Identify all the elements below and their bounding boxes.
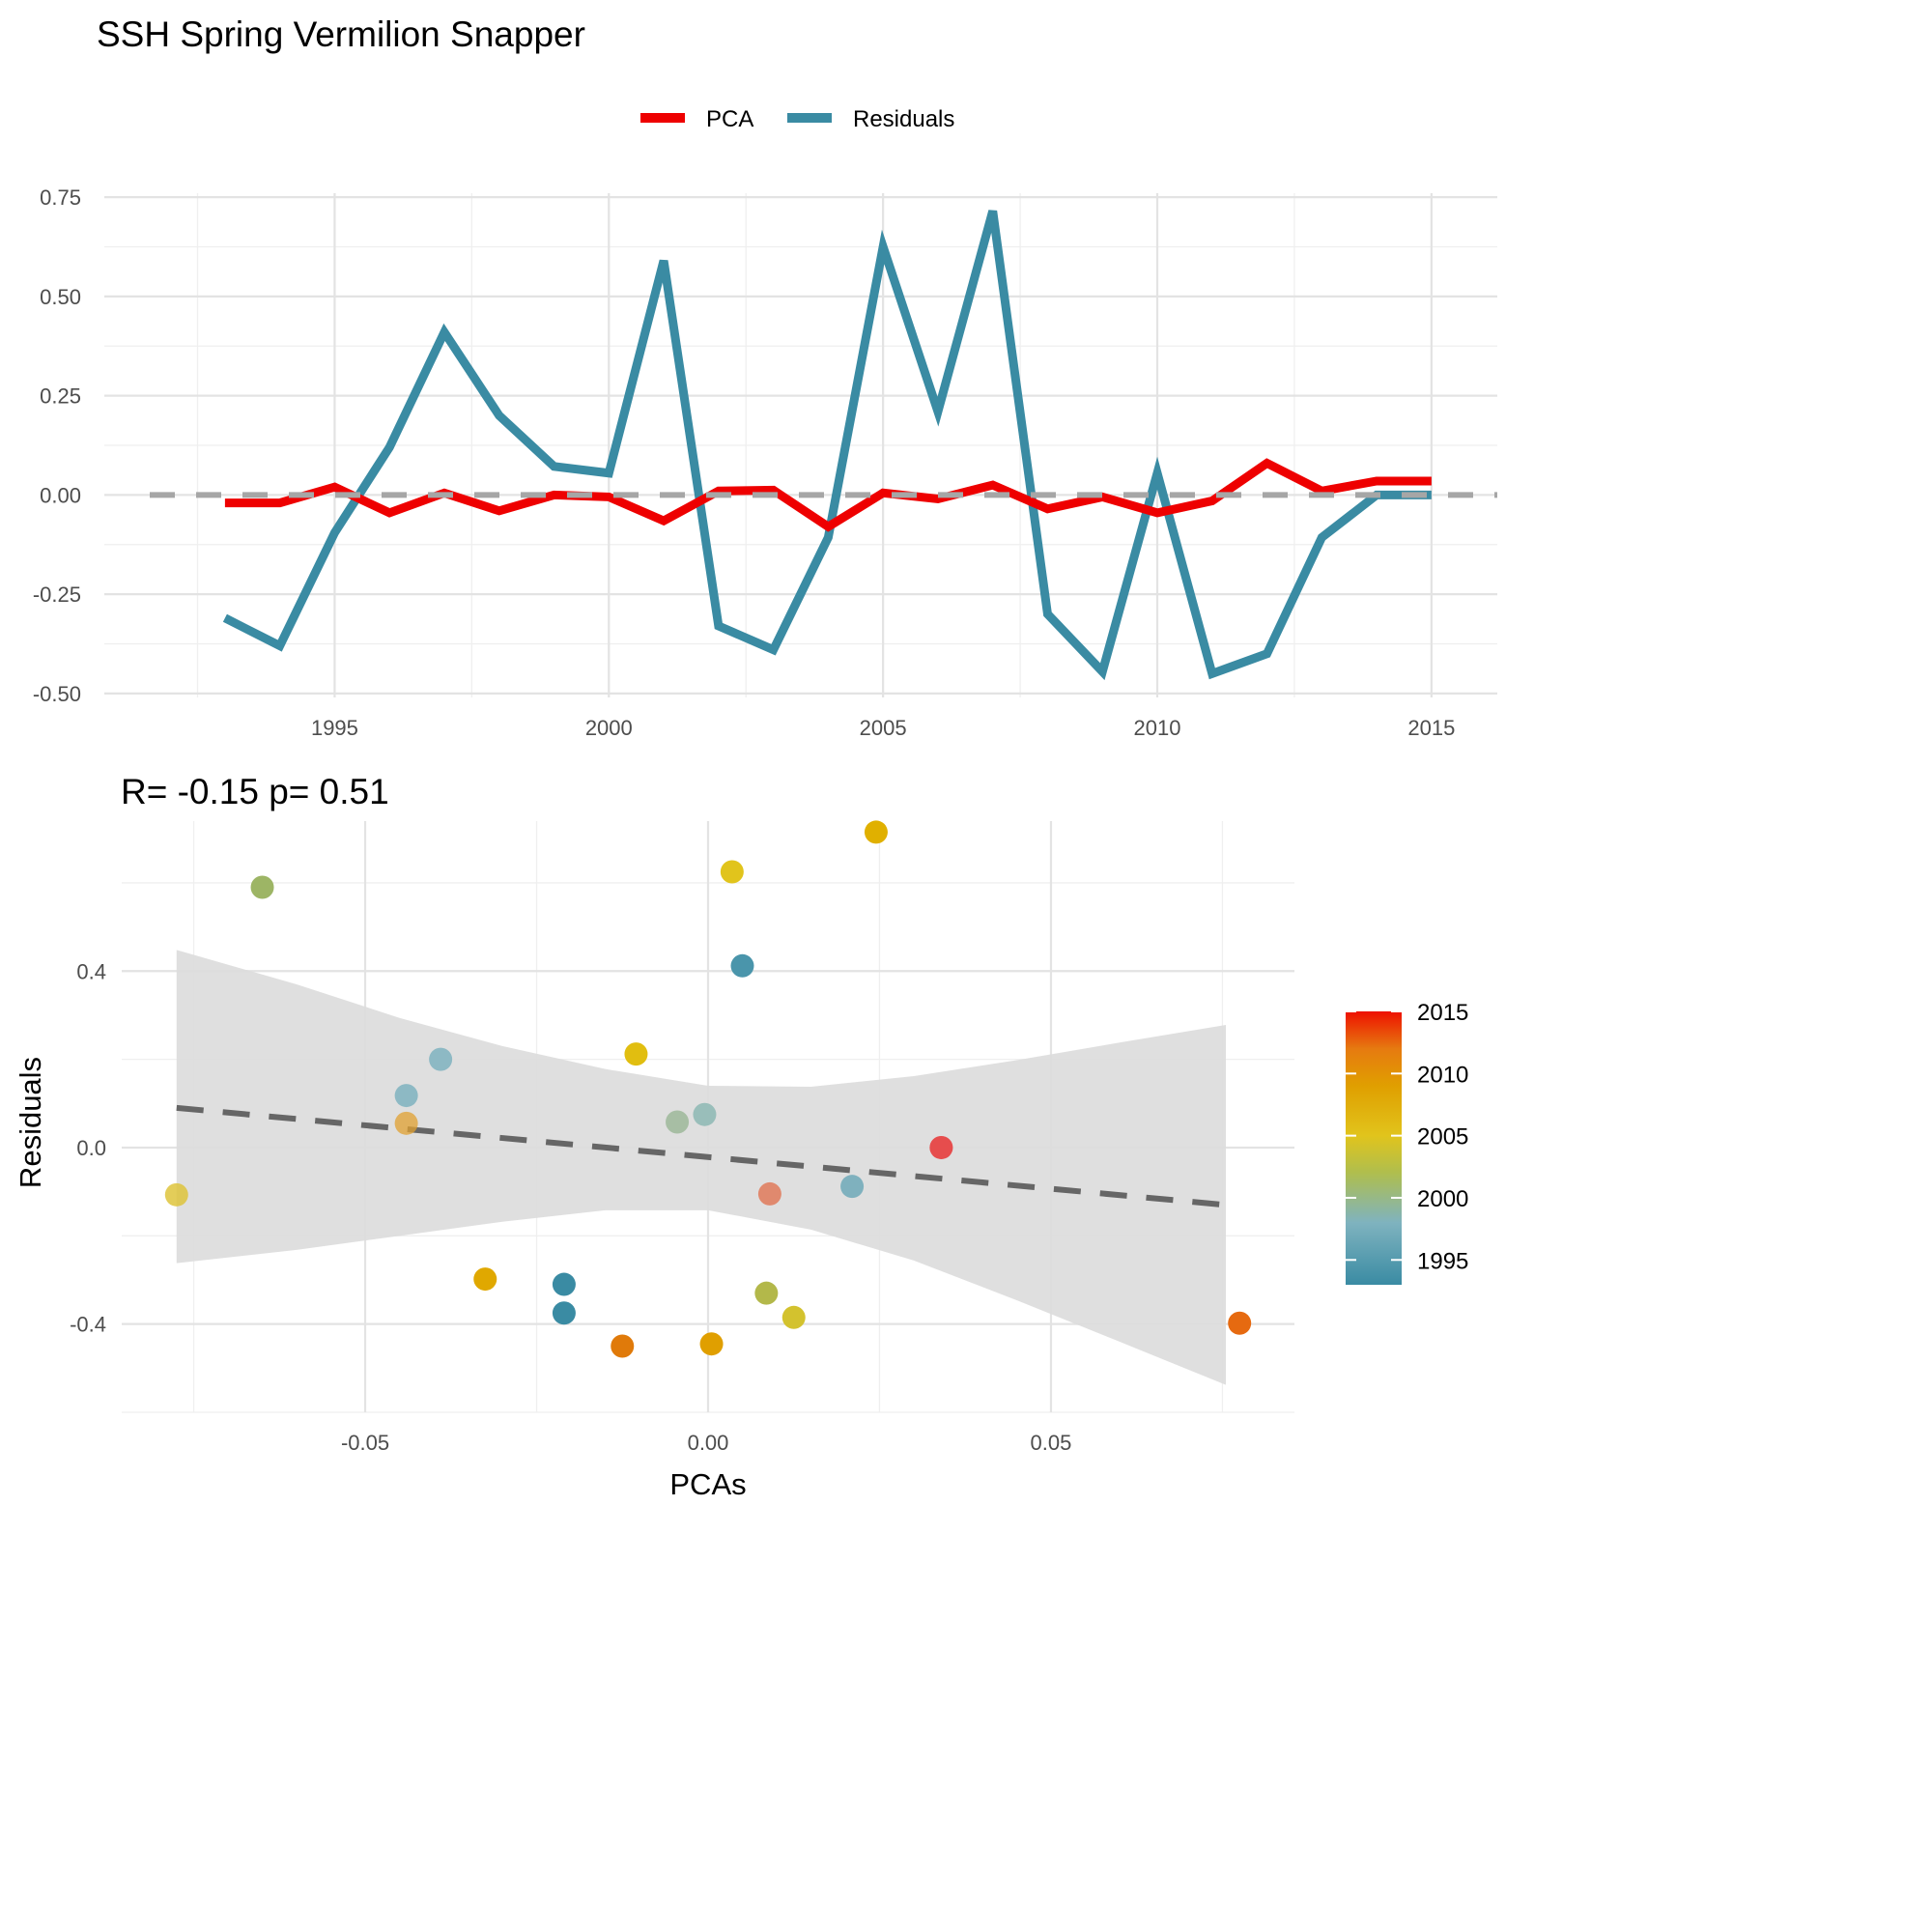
x-tick-label: 0.05 (1031, 1431, 1072, 1455)
scatter-point-2001 (250, 875, 274, 899)
chart-canvas: SSH Spring Vermilion Snapper PCA Residua… (14, 14, 1497, 1501)
x-tick-label: 2005 (860, 716, 907, 740)
x-tick-label: 2015 (1407, 716, 1455, 740)
x-tick-label: -0.05 (341, 1431, 389, 1455)
confidence-ribbon (176, 950, 1227, 1385)
legend-swatch-residuals (787, 113, 832, 123)
y-axis-title: Residuals (14, 1057, 47, 1188)
x-tick-label: 2010 (1134, 716, 1181, 740)
chart-figure: SSH Spring Vermilion Snapper PCA Residua… (14, 14, 1497, 1501)
y-tick-label: 0.25 (40, 384, 81, 409)
scatter-point-2013 (757, 1181, 781, 1206)
legend-label-pca: PCA (706, 106, 753, 132)
scatter-point-2012 (1228, 1311, 1252, 1335)
y-tick-label: -0.25 (33, 582, 81, 607)
scatter-point-2011 (611, 1334, 635, 1358)
scatter-point-1997 (730, 953, 754, 978)
scatter-point-2003 (781, 1305, 806, 1329)
y-tick-label: -0.50 (33, 682, 81, 706)
legend-label-residuals: Residuals (853, 106, 954, 132)
colorbar-bar (1346, 1011, 1402, 1285)
scatter-point-2005 (720, 860, 744, 884)
scatter-point-2004 (164, 1182, 188, 1207)
scatter-point-2010 (394, 1111, 418, 1135)
y-tick-label: -0.4 (70, 1313, 106, 1337)
y-tick-label: 0.00 (40, 483, 81, 507)
colorbar-tick-label: 2000 (1417, 1186, 1468, 1212)
x-tick-label: 0.00 (688, 1431, 729, 1455)
scatter-point-1995 (840, 1175, 865, 1199)
scatter-point-2008 (473, 1267, 497, 1292)
scatter-point-1993 (552, 1272, 576, 1296)
legend: PCA Residuals (640, 106, 954, 132)
scatter-point-1999 (693, 1102, 717, 1126)
scatter-point-1994 (552, 1301, 576, 1325)
x-tick-label: 1995 (311, 716, 358, 740)
y-tick-label: 0.0 (76, 1136, 106, 1160)
scatter-point-1996 (394, 1084, 418, 1108)
scatter-point-2015 (929, 1135, 953, 1159)
x-axis-title: PCAs (669, 1467, 746, 1501)
scatter-panel: -0.05 0.00 0.05 0.4 0.0 -0.4 (70, 820, 1294, 1455)
scatter-subtitle: R= -0.15 p= 0.51 (121, 772, 389, 811)
colorbar-tick-label: 2010 (1417, 1062, 1468, 1088)
scatter-point-2009 (699, 1332, 724, 1356)
colorbar-tick-label: 1995 (1417, 1248, 1468, 1274)
pca-series-line (224, 458, 1432, 532)
y-tick-label: 0.50 (40, 285, 81, 309)
colorbar: 2015 2010 2005 2000 1995 (1346, 1000, 1468, 1285)
colorbar-tick-label: 2005 (1417, 1124, 1468, 1151)
x-tick-label: 2000 (585, 716, 633, 740)
colorbar-tick-label: 2015 (1417, 1000, 1468, 1026)
chart-title: SSH Spring Vermilion Snapper (97, 14, 585, 54)
regression-fit-line (176, 1104, 1227, 1208)
scatter-point-2007 (864, 820, 888, 844)
scatter-point-2000 (666, 1110, 690, 1134)
residuals-series-line (222, 210, 1432, 681)
scatter-point-2002 (754, 1281, 779, 1305)
y-tick-label: 0.4 (76, 959, 106, 983)
scatter-point-2006 (624, 1042, 648, 1066)
time-series-panel: 1995 2000 2005 2010 2015 0.75 0.50 0.25 0.00 -0.2… (33, 185, 1497, 740)
legend-swatch-pca (640, 113, 685, 123)
scatter-point-1998 (429, 1047, 453, 1071)
y-tick-label: 0.75 (40, 185, 81, 210)
